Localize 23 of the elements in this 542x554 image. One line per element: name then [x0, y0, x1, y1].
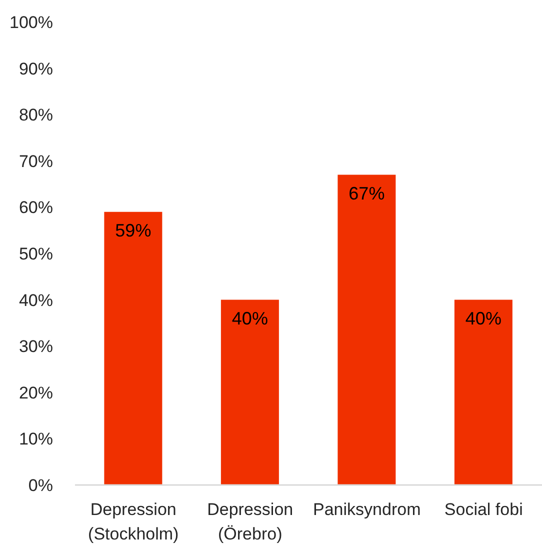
data-label: 40% — [465, 308, 502, 329]
y-tick-label: 20% — [18, 383, 53, 402]
y-tick-label: 60% — [18, 198, 53, 218]
y-tick-label: 40% — [18, 290, 53, 310]
bar — [338, 174, 396, 485]
x-tick-label: Paniksyndrom — [313, 500, 421, 520]
bar — [220, 300, 279, 485]
y-tick-label: 10% — [18, 430, 53, 449]
y-tick-label: 30% — [18, 337, 53, 356]
x-tick-label: Depression (Örebro) — [207, 500, 294, 544]
data-label: 67% — [348, 184, 385, 204]
y-tick-label: 100% — [10, 13, 53, 32]
data-label: 59% — [115, 220, 152, 241]
bar — [454, 300, 512, 485]
y-tick-label: 80% — [18, 106, 53, 125]
y-tick-label: 90% — [18, 59, 53, 78]
bar — [104, 212, 162, 485]
x-tick-label: Social fobi — [444, 500, 523, 520]
y-tick-label: 0% — [28, 476, 53, 496]
y-tick-label: 50% — [18, 244, 53, 264]
x-tick-label: Depression (Stockholm) — [88, 500, 179, 544]
y-tick-label: 70% — [18, 152, 53, 171]
data-label: 40% — [232, 308, 268, 329]
